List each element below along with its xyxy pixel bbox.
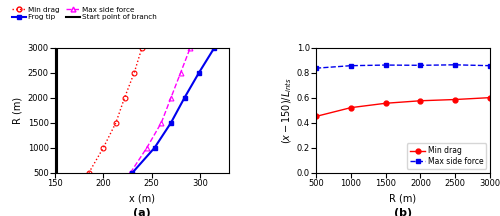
Legend: Min drag, Max side force: Min drag, Max side force: [407, 143, 486, 169]
Min drag: [382, 102, 388, 105]
Y-axis label: R (m): R (m): [12, 97, 22, 124]
X-axis label: R (m): R (m): [390, 194, 416, 204]
Min drag: [313, 115, 319, 118]
Text: (b): (b): [394, 208, 412, 216]
Line: Max side force: Max side force: [314, 62, 492, 71]
Line: Min drag: Min drag: [314, 95, 492, 119]
Y-axis label: $(x-150)/L_{ints}$: $(x-150)/L_{ints}$: [280, 77, 293, 144]
Text: (a): (a): [133, 208, 151, 216]
Max side force: [418, 64, 424, 67]
Max side force: [313, 67, 319, 70]
Max side force: [382, 64, 388, 66]
Min drag: [452, 98, 458, 101]
Max side force: [348, 64, 354, 67]
Min drag: [418, 99, 424, 102]
Legend: Min drag, Frog tip, Max side force, Start point of branch: Min drag, Frog tip, Max side force, Star…: [8, 4, 160, 23]
Min drag: [487, 96, 493, 99]
X-axis label: x (m): x (m): [129, 194, 155, 204]
Max side force: [452, 64, 458, 66]
Max side force: [487, 64, 493, 67]
Min drag: [348, 106, 354, 109]
